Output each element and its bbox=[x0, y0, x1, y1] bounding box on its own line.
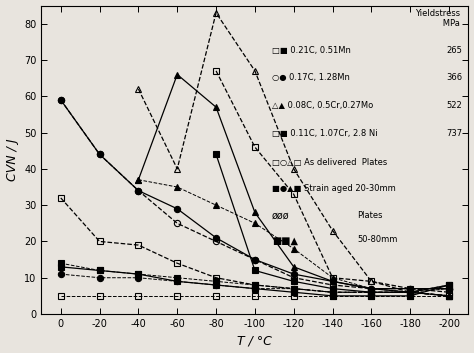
Text: Yieldstress
      MPa: Yieldstress MPa bbox=[415, 8, 460, 28]
Y-axis label: CVN / J: CVN / J bbox=[6, 138, 18, 181]
Text: øøø: øøø bbox=[272, 211, 290, 221]
Text: □■ 0.11C, 1.07Cr, 2.8 Ni: □■ 0.11C, 1.07Cr, 2.8 Ni bbox=[272, 129, 378, 138]
Text: ■■▲: ■■▲ bbox=[272, 235, 298, 245]
Text: 265: 265 bbox=[446, 46, 462, 55]
Text: □○△□ As delivered  Plates: □○△□ As delivered Plates bbox=[272, 158, 387, 167]
Text: 366: 366 bbox=[446, 73, 462, 82]
Text: △▲ 0.08C, 0.5Cr,0.27Mo: △▲ 0.08C, 0.5Cr,0.27Mo bbox=[272, 101, 373, 110]
Text: 737: 737 bbox=[446, 129, 462, 138]
Text: Plates: Plates bbox=[357, 211, 383, 220]
Text: ○● 0.17C, 1.28Mn: ○● 0.17C, 1.28Mn bbox=[272, 73, 350, 82]
Text: ■●▲■ Strain aged 20-30mm: ■●▲■ Strain aged 20-30mm bbox=[272, 185, 396, 193]
Text: 50-80mm: 50-80mm bbox=[357, 235, 398, 244]
Text: □■ 0.21C, 0.51Mn: □■ 0.21C, 0.51Mn bbox=[272, 46, 351, 55]
X-axis label: T / °C: T / °C bbox=[237, 334, 273, 347]
Text: 522: 522 bbox=[447, 101, 462, 110]
